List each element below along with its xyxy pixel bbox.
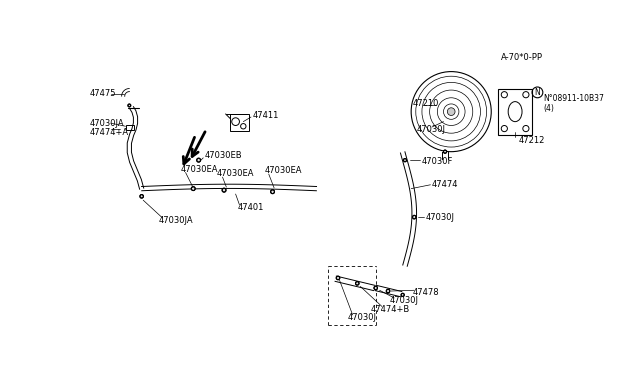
Circle shape xyxy=(401,294,404,296)
Bar xyxy=(126,125,134,130)
Text: 47030EB: 47030EB xyxy=(205,151,243,160)
Circle shape xyxy=(374,286,378,290)
Text: 47478: 47478 xyxy=(413,288,439,297)
Text: 47411: 47411 xyxy=(253,111,279,120)
Text: 47030EA: 47030EA xyxy=(265,166,302,176)
Circle shape xyxy=(271,190,275,193)
Bar xyxy=(230,114,249,131)
Text: 47474: 47474 xyxy=(432,180,458,189)
Bar xyxy=(498,89,532,135)
Text: 47030J: 47030J xyxy=(426,213,455,222)
Circle shape xyxy=(387,289,390,293)
Circle shape xyxy=(403,158,406,162)
Text: N: N xyxy=(534,88,540,97)
Text: A-70*0-PP: A-70*0-PP xyxy=(501,53,543,62)
Circle shape xyxy=(444,150,447,153)
Text: 47475: 47475 xyxy=(90,89,116,99)
Circle shape xyxy=(413,215,416,219)
Circle shape xyxy=(222,188,226,192)
Text: 47401: 47401 xyxy=(237,203,264,212)
Text: 47474+A: 47474+A xyxy=(90,128,129,137)
Text: 47030J: 47030J xyxy=(390,296,419,305)
Circle shape xyxy=(191,187,195,190)
Text: 47030JA: 47030JA xyxy=(159,217,193,225)
Text: 47030JA: 47030JA xyxy=(90,119,124,128)
Text: N°08911-10B37
(4): N°08911-10B37 (4) xyxy=(543,94,604,113)
Text: 47210: 47210 xyxy=(413,99,439,108)
Circle shape xyxy=(336,276,340,280)
Circle shape xyxy=(128,104,131,107)
Text: 47030EA: 47030EA xyxy=(216,170,254,179)
Text: 47030EA: 47030EA xyxy=(180,165,218,174)
Text: 47030F: 47030F xyxy=(422,157,453,166)
Circle shape xyxy=(140,195,143,198)
Text: 47030J: 47030J xyxy=(417,125,445,134)
Circle shape xyxy=(447,108,455,115)
Text: 47474+B: 47474+B xyxy=(371,305,410,314)
Circle shape xyxy=(356,282,359,285)
Text: 47030J: 47030J xyxy=(348,313,376,322)
Circle shape xyxy=(196,158,200,162)
Text: 47212: 47212 xyxy=(519,136,545,145)
